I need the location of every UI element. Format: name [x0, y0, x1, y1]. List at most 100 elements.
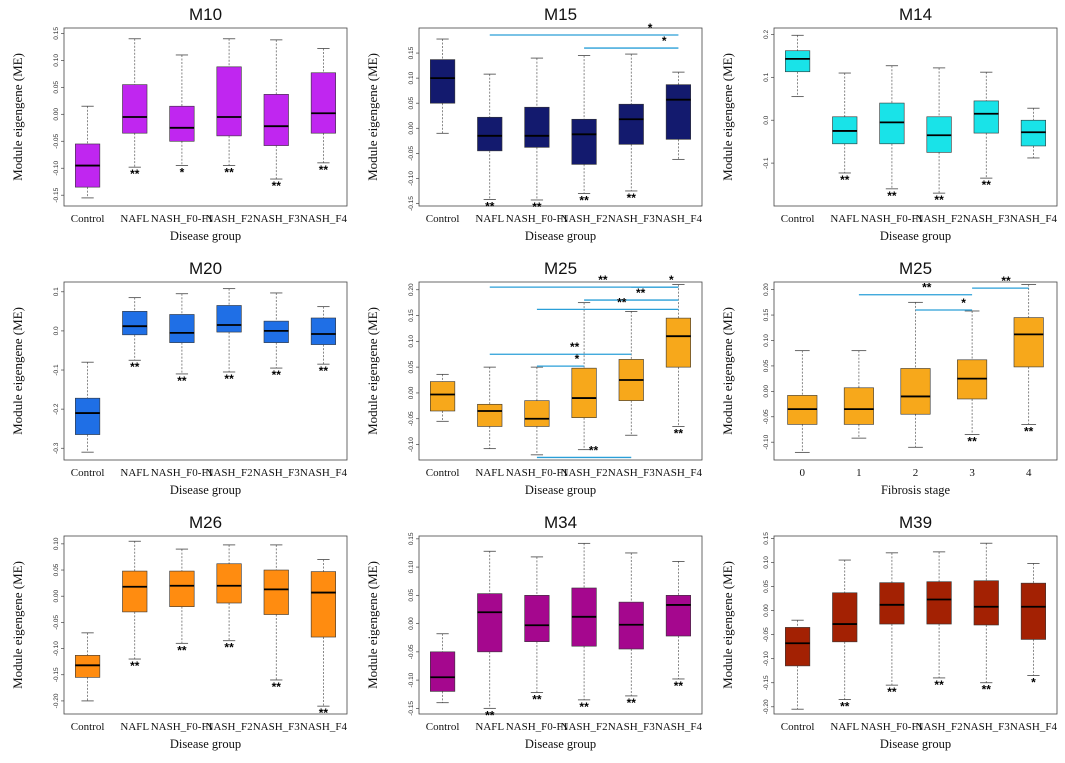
- significance-marker: **: [982, 178, 992, 192]
- box-nash_f0-f1: [169, 293, 195, 375]
- y-tick-label: -0.15: [408, 701, 415, 716]
- x-tick-label: NAFL: [830, 213, 859, 225]
- box-iqr: [430, 59, 456, 104]
- y-tick-label: -0.2: [53, 403, 60, 415]
- box-nafl: [832, 72, 858, 174]
- x-tick-label: NAFL: [120, 467, 149, 479]
- comparison-label: **: [598, 273, 608, 287]
- box-iqr: [169, 570, 195, 607]
- x-tick-label: NAFL: [830, 721, 859, 733]
- box-iqr: [169, 314, 195, 343]
- y-axis-label: Module eigengene (ME): [720, 53, 735, 181]
- x-tick-label: Control: [426, 467, 460, 479]
- x-tick-label: Control: [781, 213, 815, 225]
- x-tick-label: NAFL: [475, 721, 504, 733]
- significance-marker: **: [177, 374, 187, 388]
- x-axis-label: Disease group: [170, 737, 241, 751]
- plot-frame: [773, 281, 1058, 461]
- significance-marker: **: [887, 685, 897, 699]
- box-iqr: [75, 655, 101, 678]
- significance-marker: **: [272, 680, 282, 694]
- y-tick-label: 0.0: [763, 115, 770, 124]
- significance-marker: **: [579, 193, 589, 207]
- y-tick-label: -0.05: [53, 133, 60, 148]
- chart-title: M34: [544, 513, 577, 532]
- chart-title: M20: [189, 259, 222, 278]
- y-tick-label: 0.1: [53, 287, 60, 296]
- x-axis-label: Disease group: [880, 737, 951, 751]
- x-tick-label: NASH_F0-F1: [151, 467, 213, 479]
- x-tick-label: NASH_F3: [963, 213, 1011, 225]
- box-iqr: [477, 403, 503, 427]
- y-tick-label: -0.05: [408, 146, 415, 161]
- comparison-label: **: [636, 286, 646, 300]
- box-nash_f3: [263, 39, 289, 180]
- x-tick-label: NASH_F0-F1: [151, 213, 213, 225]
- box-iqr: [169, 105, 195, 142]
- plot-frame: [773, 27, 1058, 207]
- significance-marker: **: [627, 191, 637, 205]
- comparison-label: *: [648, 21, 653, 35]
- significance-marker: **: [840, 700, 850, 714]
- box-nafl: [832, 559, 858, 700]
- significance-marker: **: [1024, 424, 1034, 438]
- y-tick-label: -0.05: [408, 644, 415, 659]
- chart-title: M25: [899, 259, 932, 278]
- x-axis-label: Fibrosis stage: [881, 483, 951, 497]
- box-nash_f4: [665, 561, 691, 680]
- chart-title: M39: [899, 513, 932, 532]
- chart-panel-7: M26 0.10 0.05 0.00 -0.05 -0.10 -0.15 -0.20 Modul…: [0, 508, 355, 762]
- box-control: [430, 373, 456, 422]
- chart-title: M25: [544, 259, 577, 278]
- x-tick-label: NASH_F3: [608, 213, 656, 225]
- box-iqr: [524, 106, 550, 148]
- box-iqr: [832, 592, 858, 643]
- x-tick-label: NAFL: [475, 213, 504, 225]
- significance-marker: **: [177, 643, 187, 657]
- y-tick-label: 0.15: [763, 532, 770, 545]
- x-tick-label: NASH_F2: [206, 467, 253, 479]
- box-nash_f2: [216, 288, 242, 373]
- y-tick-label: 0.05: [408, 97, 415, 110]
- chart-title: M10: [189, 5, 222, 24]
- y-tick-label: -0.10: [408, 171, 415, 186]
- y-tick-label: 0.20: [763, 283, 770, 296]
- comparison-label: **: [617, 295, 627, 309]
- box-nash_f0-f1: [169, 54, 195, 166]
- significance-marker: **: [319, 163, 329, 177]
- significance-marker: **: [485, 708, 495, 722]
- box-1: [843, 350, 874, 439]
- y-tick-label: -0.10: [763, 434, 770, 449]
- significance-marker: **: [130, 167, 140, 181]
- significance-marker: **: [532, 693, 542, 707]
- significance-marker: *: [1031, 676, 1036, 690]
- x-tick-label: Control: [71, 721, 105, 733]
- box-iqr: [785, 50, 811, 73]
- box-nash_f3: [263, 292, 289, 369]
- significance-marker: **: [532, 200, 542, 214]
- box-control: [430, 38, 456, 134]
- y-tick-label: 0.10: [53, 537, 60, 550]
- box-iqr: [216, 563, 242, 604]
- x-tick-label: NASH_F3: [253, 467, 301, 479]
- box-iqr: [310, 317, 336, 345]
- chart-panel-4: M20 0.1 0.0 -0.1 -0.2 -0.3 Module eigengene (M…: [0, 254, 355, 508]
- y-tick-label: 0.05: [53, 563, 60, 576]
- box-iqr: [310, 571, 336, 638]
- x-tick-label: NASH_F2: [206, 213, 253, 225]
- box-2: [900, 301, 931, 448]
- y-tick-label: 0.15: [408, 532, 415, 545]
- x-tick-label: NASH_F0-F1: [506, 213, 568, 225]
- y-tick-label: 0.10: [53, 54, 60, 67]
- comparison-label: *: [662, 34, 667, 48]
- y-axis-label: Module eigengene (ME): [10, 53, 25, 181]
- y-tick-label: -0.05: [763, 627, 770, 642]
- x-tick-label: NASH_F2: [206, 721, 253, 733]
- y-tick-label: 0.10: [408, 71, 415, 84]
- y-tick-label: 0.05: [53, 81, 60, 94]
- box-nash_f4: [310, 559, 336, 707]
- y-tick-label: -0.05: [763, 409, 770, 424]
- box-iqr: [263, 320, 289, 343]
- box-nash_f2: [926, 551, 952, 679]
- significance-marker: **: [485, 199, 495, 213]
